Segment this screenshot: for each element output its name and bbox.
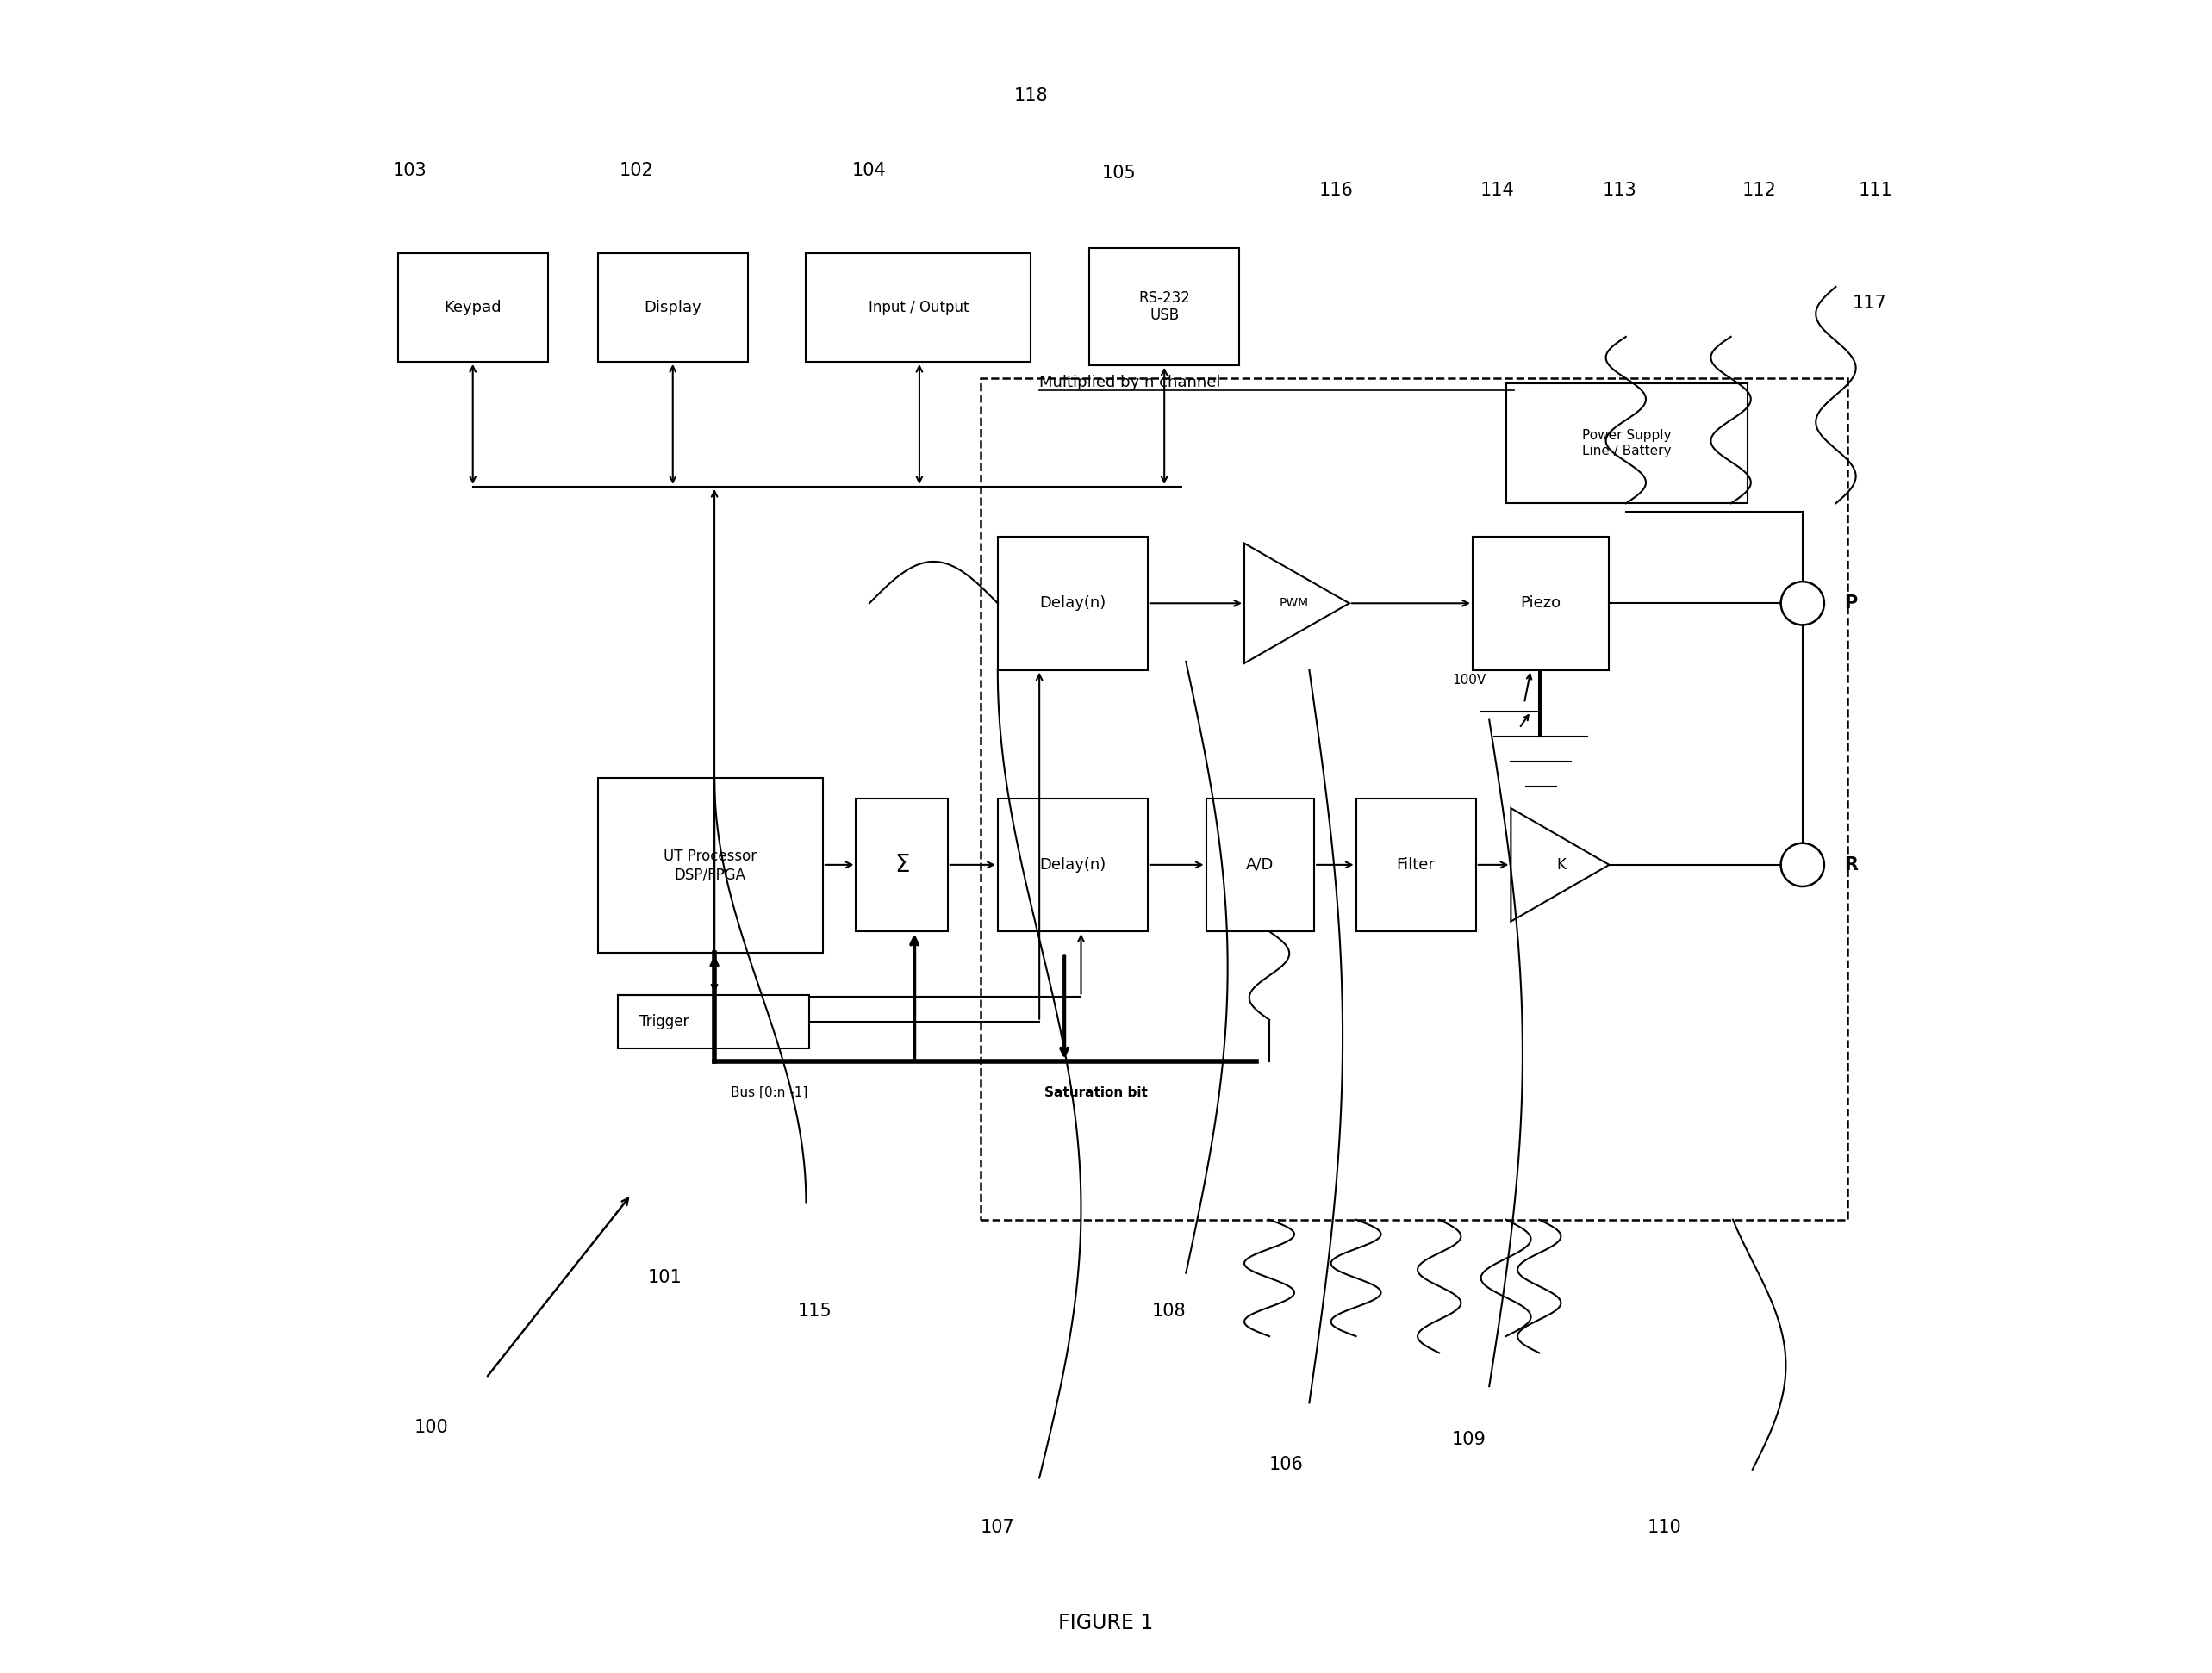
- Text: 114: 114: [1480, 182, 1515, 199]
- Text: 101: 101: [648, 1270, 681, 1287]
- Text: PWM: PWM: [1279, 597, 1310, 609]
- Text: 105: 105: [1102, 166, 1137, 182]
- FancyBboxPatch shape: [1506, 383, 1747, 504]
- Text: Multiplied by n channel: Multiplied by n channel: [1040, 375, 1221, 390]
- FancyBboxPatch shape: [1206, 798, 1314, 932]
- Text: R: R: [1845, 857, 1858, 873]
- FancyBboxPatch shape: [597, 778, 823, 954]
- Text: 102: 102: [619, 162, 653, 179]
- Text: 104: 104: [852, 162, 887, 179]
- Text: Bus [0:n -1]: Bus [0:n -1]: [732, 1086, 807, 1099]
- Text: 117: 117: [1851, 294, 1887, 313]
- Text: Display: Display: [644, 299, 701, 315]
- FancyBboxPatch shape: [1356, 798, 1475, 932]
- FancyBboxPatch shape: [597, 254, 748, 361]
- FancyBboxPatch shape: [617, 995, 810, 1047]
- Text: Saturation bit: Saturation bit: [1044, 1086, 1148, 1099]
- Text: 100: 100: [414, 1419, 449, 1437]
- Text: K: K: [1557, 857, 1566, 873]
- Text: Filter: Filter: [1396, 857, 1436, 873]
- Text: 113: 113: [1601, 182, 1637, 199]
- Text: 106: 106: [1270, 1456, 1303, 1474]
- FancyBboxPatch shape: [1088, 249, 1239, 365]
- Text: Trigger: Trigger: [639, 1014, 688, 1029]
- Text: Piezo: Piezo: [1520, 596, 1562, 611]
- FancyBboxPatch shape: [805, 254, 1031, 361]
- Text: FIGURE 1: FIGURE 1: [1060, 1613, 1152, 1633]
- Text: 116: 116: [1318, 182, 1354, 199]
- Text: Σ: Σ: [894, 853, 909, 877]
- FancyBboxPatch shape: [856, 798, 947, 932]
- Text: 112: 112: [1743, 182, 1776, 199]
- Text: A/D: A/D: [1245, 857, 1274, 873]
- FancyBboxPatch shape: [398, 254, 549, 361]
- Text: 103: 103: [392, 162, 427, 179]
- FancyBboxPatch shape: [998, 537, 1148, 669]
- Text: RS-232
USB: RS-232 USB: [1139, 289, 1190, 323]
- Text: 118: 118: [1013, 87, 1048, 104]
- Text: 100V: 100V: [1453, 674, 1486, 686]
- Text: Keypad: Keypad: [445, 299, 502, 315]
- Text: 111: 111: [1858, 182, 1893, 199]
- Text: Power Supply
Line / Battery: Power Supply Line / Battery: [1582, 430, 1672, 457]
- Text: 109: 109: [1451, 1430, 1486, 1449]
- Text: 108: 108: [1152, 1303, 1186, 1320]
- Text: Delay(n): Delay(n): [1040, 857, 1106, 873]
- Text: UT Processor
DSP/FPGA: UT Processor DSP/FPGA: [664, 848, 757, 882]
- Text: 115: 115: [796, 1303, 832, 1320]
- Text: Delay(n): Delay(n): [1040, 596, 1106, 611]
- FancyBboxPatch shape: [1473, 537, 1608, 669]
- FancyBboxPatch shape: [998, 798, 1148, 932]
- Text: Input / Output: Input / Output: [869, 299, 969, 315]
- Text: 110: 110: [1648, 1519, 1681, 1536]
- Text: 107: 107: [980, 1519, 1015, 1536]
- Text: P: P: [1845, 594, 1858, 612]
